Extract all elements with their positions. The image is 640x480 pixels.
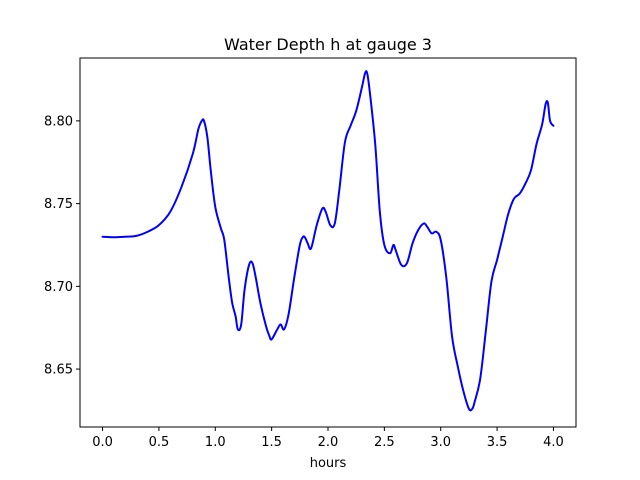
x-tick-label: 3.5	[487, 435, 508, 450]
y-tick-label: 8.65	[44, 363, 73, 378]
y-tick-label: 8.80	[44, 114, 73, 129]
x-tick-label: 0.0	[92, 435, 113, 450]
x-tick-label: 1.5	[261, 435, 282, 450]
plot-area	[80, 58, 576, 427]
x-tick-label: 2.5	[374, 435, 395, 450]
x-axis-ticks: 0.0 0.5 1.0 1.5 2.0 2.5 3.0 3.5 4.0	[92, 427, 564, 450]
series-line	[101, 70, 555, 412]
chart-title: Water Depth h at gauge 3	[224, 35, 432, 54]
y-tick-label: 8.75	[44, 197, 73, 212]
x-tick-label: 2.0	[318, 435, 339, 450]
x-tick-label: 4.0	[543, 435, 564, 450]
x-tick-label: 3.0	[430, 435, 451, 450]
plot-frame	[79, 57, 577, 428]
y-axis-ticks: 8.65 8.70 8.75 8.80	[44, 114, 80, 378]
x-axis-label: hours	[310, 456, 347, 471]
x-tick-label: 1.0	[205, 435, 226, 450]
x-tick-label: 0.5	[149, 435, 170, 450]
y-tick-label: 8.70	[44, 280, 73, 295]
